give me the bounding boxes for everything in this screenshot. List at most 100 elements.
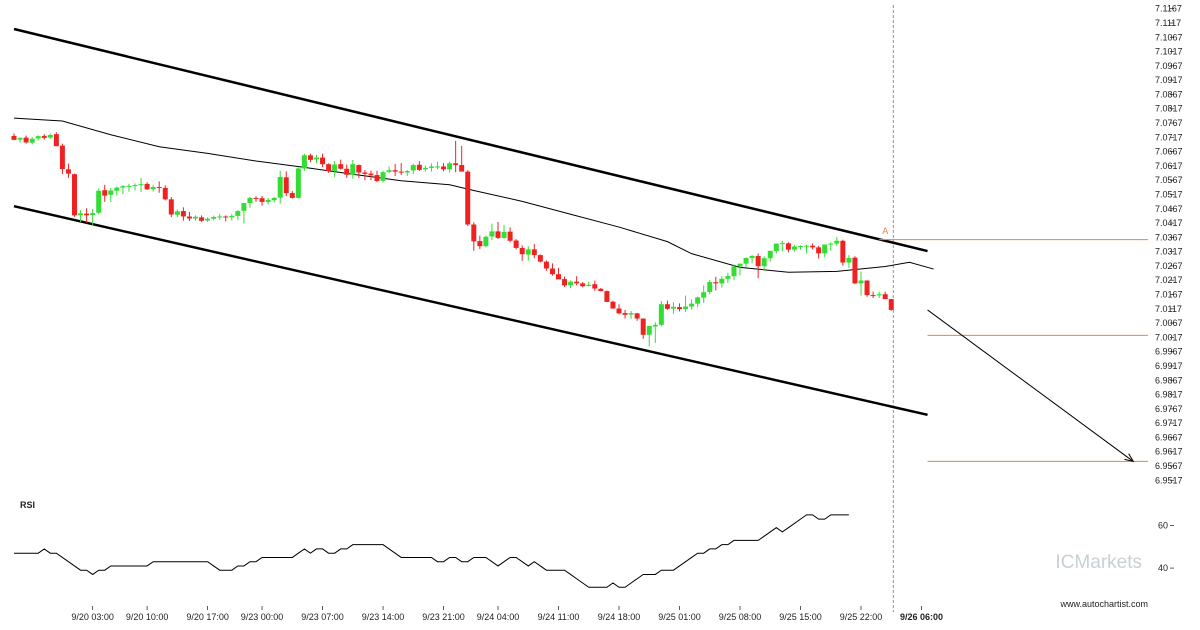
y-tick-label: 7.0767 (1155, 118, 1183, 128)
price-y-axis: 7.1167 7.1117 7.1067 7.1017 7.0967 7.0917 7.08… (1155, 4, 1183, 486)
candle-body (205, 218, 211, 221)
candle-body (35, 136, 41, 139)
candle-body (677, 307, 682, 310)
candle-body (229, 215, 235, 218)
candle-body (489, 231, 495, 237)
candle-body (180, 211, 186, 217)
candle-body (217, 216, 223, 218)
x-tick-label: 9/23 14:00 (362, 612, 405, 622)
candle-body (59, 145, 65, 170)
candle-body (834, 240, 840, 244)
x-tick-label: 9/25 01:00 (658, 612, 701, 622)
candle-body (368, 173, 374, 176)
y-tick-label: 7.0917 (1155, 75, 1183, 85)
x-tick-label: 9/20 03:00 (71, 612, 114, 622)
candle-body (108, 190, 114, 195)
candle-body (199, 217, 205, 221)
rsi-panel: 60 40 (14, 514, 1174, 588)
candle-body (701, 292, 707, 298)
candle-body (574, 281, 580, 284)
candle-body (271, 197, 277, 201)
candle-body (785, 243, 791, 250)
candle-body (652, 324, 658, 327)
y-tick-label: 7.0567 (1155, 175, 1183, 185)
x-tick-label: 9/24 18:00 (598, 612, 641, 622)
candle-body (338, 164, 344, 169)
channel-lower-line (13, 204, 928, 417)
candle-body (441, 166, 447, 170)
y-tick-label: 6.9867 (1155, 375, 1183, 385)
time-x-axis: 9/20 03:00 9/20 10:00 9/20 17:00 9/23 00:00… (71, 606, 943, 622)
candle-body (483, 236, 489, 247)
autochartist-credit: www.autochartist.com (1059, 599, 1148, 609)
candle-body (11, 135, 17, 140)
y-tick-label: 7.0817 (1155, 104, 1183, 114)
candle-body (453, 163, 459, 166)
candle-body (392, 170, 398, 172)
candle-body (525, 249, 531, 255)
y-tick-label: 7.1017 (1155, 47, 1183, 57)
candle-body (314, 157, 319, 160)
candle-body (507, 231, 513, 241)
forecast-arrow-line (927, 309, 1134, 462)
candle-body (120, 186, 126, 188)
candle-body (513, 240, 519, 248)
candle-body (90, 213, 96, 216)
candle-body (598, 288, 604, 292)
candle-body (374, 175, 380, 182)
y-tick-label: 7.0367 (1155, 232, 1183, 242)
candle-body (277, 177, 283, 198)
y-tick-label: 7.0167 (1155, 290, 1183, 300)
candle-body (683, 306, 689, 310)
candle-body (102, 190, 108, 196)
candle-body (749, 255, 755, 258)
candle-body (247, 197, 253, 204)
rsi-tick-label: 60 (1158, 521, 1168, 531)
rsi-line (14, 514, 849, 588)
candle-body (580, 283, 586, 287)
candle-body (174, 211, 180, 215)
candle-body (435, 166, 440, 168)
x-tick-label: 9/24 11:00 (538, 612, 580, 622)
candle-body (186, 216, 192, 219)
y-tick-label: 7.1117 (1155, 18, 1181, 28)
y-tick-label: 7.0667 (1155, 147, 1183, 157)
candle-body (731, 266, 737, 277)
candle-body (670, 306, 676, 309)
candle-body (53, 134, 59, 147)
x-tick-label: 9/20 10:00 (126, 612, 169, 622)
candle-body (586, 284, 592, 286)
candle-body (707, 281, 713, 292)
candle-body (150, 187, 156, 190)
candle-body (132, 185, 138, 187)
x-tick-label: 9/23 21:00 (422, 612, 465, 622)
candle-body (822, 244, 828, 254)
y-tick-label: 7.0267 (1155, 261, 1183, 271)
candle-body (29, 138, 35, 143)
y-tick-label: 6.9967 (1155, 347, 1183, 357)
y-tick-label: 6.9667 (1155, 432, 1183, 442)
candle-body (864, 280, 870, 296)
candle-body (543, 261, 549, 269)
candle-body (422, 167, 428, 170)
y-tick-label: 7.1167 (1155, 4, 1182, 14)
candle-body (840, 240, 846, 263)
candle-body (773, 243, 779, 252)
candle-body (362, 172, 368, 174)
candle-body (791, 246, 797, 250)
candle-body (616, 308, 622, 314)
candle-body (295, 168, 301, 198)
x-tick-label: 9/24 04:00 (477, 612, 520, 622)
y-tick-label: 6.9567 (1155, 461, 1183, 471)
candle-body (416, 164, 422, 170)
candle-body (23, 137, 29, 143)
candle-body (828, 243, 834, 245)
candle-body (604, 291, 610, 302)
candle-body (253, 197, 259, 199)
icmarkets-watermark: ICMarkets (1055, 552, 1142, 573)
y-tick-label: 7.0317 (1155, 247, 1183, 257)
candle-body (326, 164, 332, 172)
candle-body (761, 258, 767, 267)
candle-body (380, 172, 386, 181)
